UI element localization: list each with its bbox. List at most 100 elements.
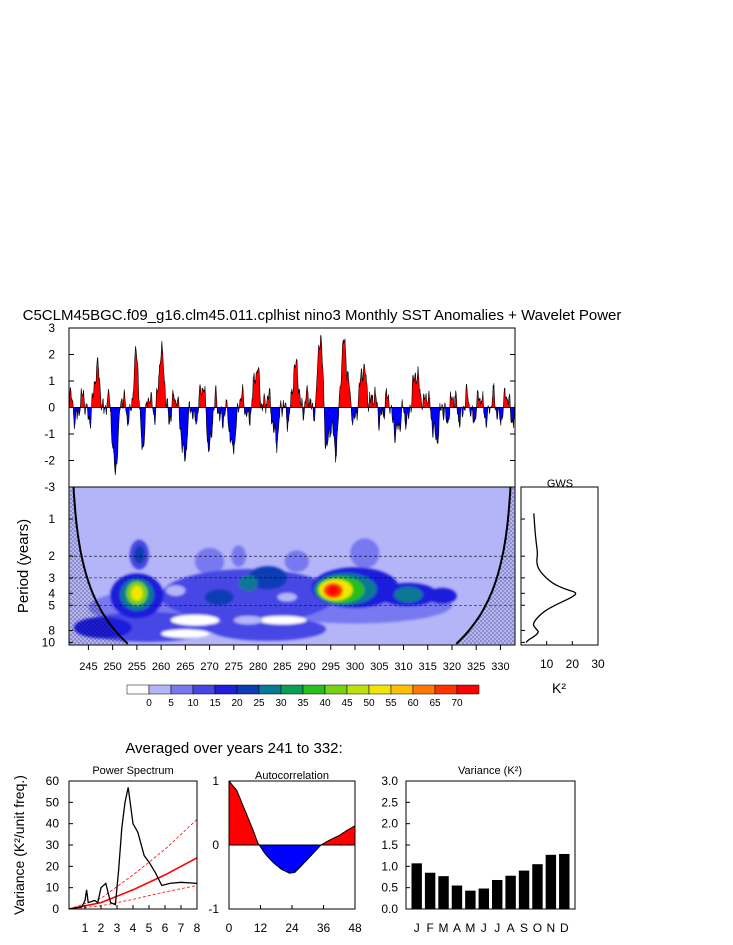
wavelet-ytick-label: 5 [48,598,55,612]
variance-month-label: N [547,921,556,935]
colorbar-swatch [148,684,172,695]
colorbar-label: 5 [168,698,174,709]
variance-ytick-label: 2.0 [381,817,398,831]
ps-ytick-label: 30 [46,838,60,852]
colorbar-swatch [258,684,282,695]
variance-month-label: M [465,921,475,935]
colorbar-label: 40 [319,698,331,709]
colorbar-swatch [324,684,348,695]
spectrum-upper-significance [69,819,197,909]
variance-title: Variance (K²) [458,765,522,777]
colorbar-swatch [170,684,194,695]
wavelet-xtick-label: 330 [491,661,509,673]
sst-anomaly-line [69,334,515,476]
colorbar-label: 10 [187,698,199,709]
ps-ytick-label: 0 [52,902,59,916]
wavelet-contour [165,585,186,596]
wavelet-contour [161,629,210,638]
ps-xtick-label: 8 [194,921,201,935]
wavelet-contour [161,569,336,623]
spectrum-red-noise [69,857,197,909]
wavelet-contour [231,545,246,567]
ps-xtick-label: 4 [130,921,137,935]
wavelet-xtick-label: 325 [467,661,485,673]
variance-bar [465,890,476,909]
autocorrelation-title: Autocorrelation [255,770,329,782]
wavelet-contour [350,538,380,569]
colorbar-swatch [456,684,480,695]
colorbar-swatch [214,684,238,695]
variance-ytick-label: 3.0 [381,774,398,788]
colorbar-swatch [126,684,150,695]
colorbar-label: 20 [231,698,243,709]
colorbar-swatch [302,684,326,695]
wavelet-contour [131,585,143,601]
gws-xtick-label: 10 [540,657,554,671]
wavelet-xtick-label: 290 [297,661,315,673]
power-spectrum-ylabel: Variance (K²/unit freq.) [11,775,27,915]
wavelet-xtick-label: 270 [200,661,218,673]
wavelet-contour [195,547,225,575]
wavelet-contour [427,587,457,604]
variance-bar [505,875,516,909]
variance-ytick-label: 0.0 [381,902,398,916]
colorbar-label: 65 [429,698,441,709]
wavelet-frame [68,486,516,646]
gws-line [525,513,577,643]
ac-ytick-label: 0 [212,838,219,852]
coi-right-stipple [456,487,515,645]
wavelet-xtick-label: 275 [225,661,243,673]
ac-ytick-label: -1 [208,902,219,916]
colorbar-swatch [434,684,458,695]
colorbar-label: 70 [451,698,463,709]
variance-bar [518,870,530,909]
variance-month-label: J [481,921,487,935]
sst-ytick-label: 1 [48,374,55,388]
variance-bar [492,879,503,909]
ps-xtick-label: 1 [82,921,89,935]
wavelet-ylabel: Period (years) [15,519,32,613]
wavelet-contour [393,586,423,603]
colorbar-swatch [192,684,216,695]
sst-ytick-label: 2 [48,348,55,362]
ps-ytick-label: 40 [46,817,60,831]
variance-month-label: S [520,921,528,935]
variance-bar [424,872,436,909]
gws-xtick-label: 30 [591,657,605,671]
wavelet-contour [258,615,307,625]
colorbar-swatch [390,684,414,695]
wavelet-xtick-label: 255 [128,661,146,673]
ps-ytick-label: 10 [46,881,60,895]
wavelet-contour [170,614,220,626]
averaged-title: Averaged over years 241 to 332: [125,740,342,757]
wavelet-ytick-label: 10 [42,635,56,649]
variance-bar [478,888,489,909]
spectrum-lower-significance [69,885,197,909]
wavelet-ytick-label: 3 [48,571,55,585]
variance-month-label: F [426,921,433,935]
colorbar-label: 30 [275,698,287,709]
variance-month-label: M [439,921,449,935]
sst-ytick-label: 0 [48,401,55,415]
colorbar-label: 15 [209,698,221,709]
wavelet-contour [233,615,263,625]
wavelet-xtick-label: 305 [370,661,388,673]
sst-ytick-label: -2 [44,454,55,468]
ps-xtick-label: 7 [178,921,185,935]
variance-ytick-label: 1.0 [381,859,398,873]
wavelet-xtick-label: 285 [273,661,291,673]
colorbar-label: 35 [297,698,309,709]
wavelet-ytick-label: 1 [48,512,55,526]
wavelet-contour [133,545,145,564]
variance-ytick-label: 0.5 [381,881,398,895]
figure-title: C5CLM45BGC.f09_g16.clm45.011.cplhist nin… [23,307,622,324]
wavelet-contour [248,566,288,590]
autocorr-line [229,781,355,874]
wavelet-ytick-label: 2 [48,549,55,563]
variance-month-label: J [494,921,500,935]
gws-xlabel: K² [552,680,566,696]
wavelet-contour [328,585,339,596]
sst-ytick-label: -1 [44,427,55,441]
power-spectrum-panel: Power Spectrum 60 50 40 30 20 10 0 1 2 3 4 5 6 7 8 Var… [11,765,201,935]
